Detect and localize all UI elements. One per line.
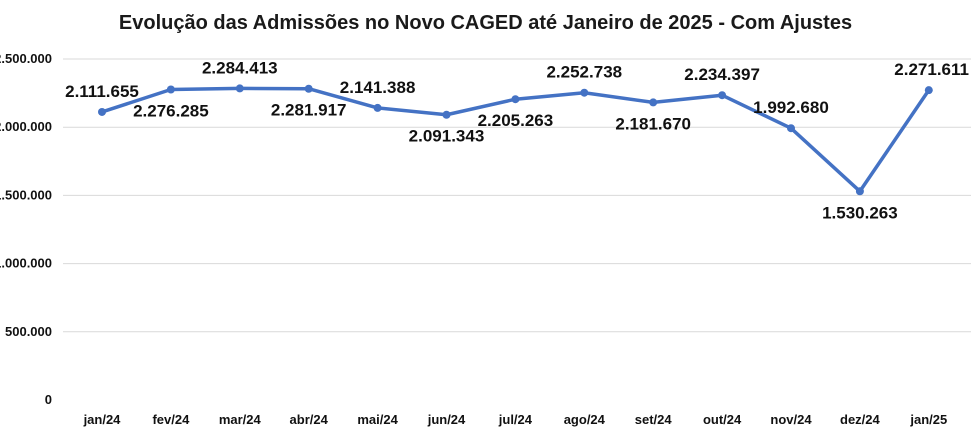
data-point bbox=[166, 85, 175, 94]
x-tick-label: out/24 bbox=[703, 412, 742, 427]
y-tick-label: 2.000.000 bbox=[0, 119, 52, 134]
grid-lines bbox=[63, 58, 971, 333]
data-points bbox=[98, 84, 933, 196]
data-point bbox=[98, 107, 106, 116]
data-point bbox=[924, 86, 933, 95]
x-tick-label: nov/24 bbox=[770, 412, 812, 427]
data-label: 2.141.388 bbox=[340, 78, 416, 97]
chart-title: Evolução das Admissões no Novo CAGED até… bbox=[118, 12, 853, 34]
data-point bbox=[235, 84, 244, 93]
x-tick-label: abr/24 bbox=[290, 412, 329, 427]
data-label: 2.181.670 bbox=[615, 114, 691, 133]
data-label: 2.271.611 bbox=[894, 60, 969, 79]
data-label: 2.091.343 bbox=[409, 127, 485, 146]
x-tick-label: jan/24 bbox=[83, 412, 122, 427]
x-tick-label: dez/24 bbox=[840, 412, 881, 427]
data-point bbox=[718, 91, 727, 100]
data-label: 2.276.285 bbox=[133, 102, 209, 121]
data-point bbox=[580, 88, 589, 97]
data-label: 1.992.680 bbox=[753, 98, 829, 117]
data-point bbox=[442, 110, 451, 119]
y-tick-label: 0 bbox=[45, 392, 52, 407]
y-tick-label: 2.500.000 bbox=[0, 51, 52, 66]
data-point bbox=[855, 187, 864, 196]
y-tick-label: 1.000.000 bbox=[0, 256, 52, 271]
y-axis-ticks: 0 500.000 1.000.000 1.500.000 2.000.000 2.500… bbox=[0, 51, 52, 407]
x-tick-label: jul/24 bbox=[498, 412, 533, 427]
data-point bbox=[649, 98, 658, 107]
data-point bbox=[304, 84, 313, 93]
data-label: 2.284.413 bbox=[202, 58, 278, 77]
x-tick-label: mar/24 bbox=[219, 412, 262, 427]
x-tick-label: set/24 bbox=[635, 412, 673, 427]
x-tick-label: jun/24 bbox=[427, 412, 466, 427]
data-label: 2.205.263 bbox=[478, 111, 554, 130]
data-point bbox=[373, 103, 382, 112]
x-tick-label: mai/24 bbox=[357, 412, 398, 427]
data-label: 2.111.655 bbox=[65, 82, 139, 101]
x-tick-label: fev/24 bbox=[152, 412, 190, 427]
y-tick-label: 500.000 bbox=[5, 324, 52, 339]
data-label: 2.234.397 bbox=[684, 65, 760, 84]
x-axis-ticks: jan/24 fev/24 mar/24 abr/24 mai/24 jun/24 jul/… bbox=[83, 412, 948, 427]
data-point bbox=[511, 95, 520, 104]
y-tick-label: 1.500.000 bbox=[0, 187, 52, 202]
data-label: 2.281.917 bbox=[271, 101, 347, 120]
x-tick-label: jan/25 bbox=[909, 412, 947, 427]
data-label: 2.252.738 bbox=[546, 63, 622, 82]
data-label: 1.530.263 bbox=[822, 203, 898, 222]
x-tick-label: ago/24 bbox=[564, 412, 606, 427]
data-point bbox=[787, 124, 795, 133]
